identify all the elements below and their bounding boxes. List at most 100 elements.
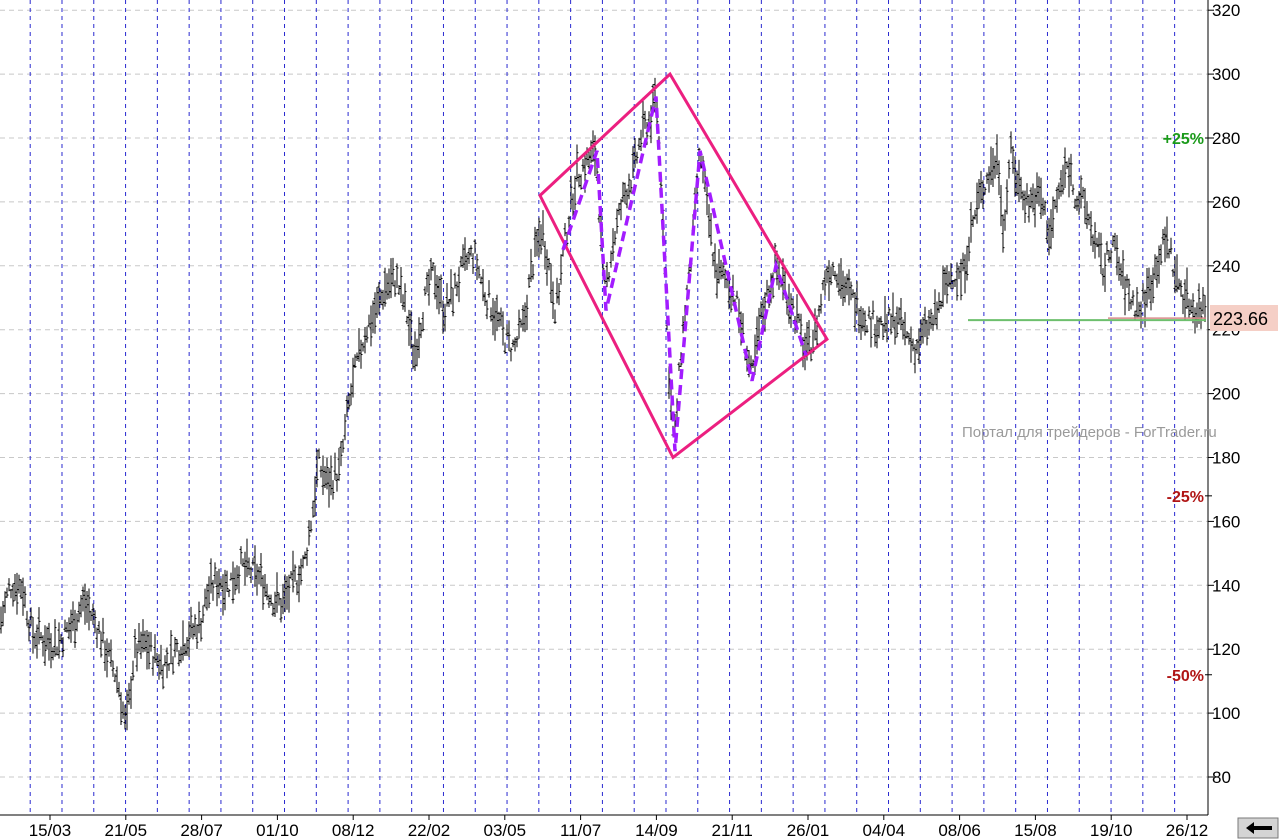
ohlc-bar [191, 623, 195, 640]
ohlc-bar [415, 338, 419, 367]
ohlc-bar [1155, 255, 1159, 288]
ohlc-bar [607, 272, 611, 282]
ohlc-bar [713, 243, 717, 279]
ohlc-bar [797, 313, 801, 323]
ohlc-bar [3, 591, 7, 614]
ohlc-bar [247, 557, 251, 576]
ohlc-bar [509, 347, 513, 362]
ohlc-bar [459, 256, 463, 268]
ohlc-bar [39, 632, 43, 641]
ohlc-bar [1075, 195, 1079, 211]
ohlc-bar [1013, 156, 1017, 197]
ohlc-bar [1163, 226, 1167, 263]
ohlc-bar [317, 448, 321, 459]
ohlc-bar [329, 455, 333, 496]
ohlc-bar [373, 292, 377, 334]
ohlc-bar [341, 438, 345, 453]
ohlc-bar [447, 298, 451, 308]
ohlc-bar [399, 266, 403, 304]
ohlc-bar [631, 146, 635, 179]
ohlc-bar [117, 681, 121, 698]
ohlc-bar [1089, 211, 1093, 246]
ohlc-bar [859, 306, 863, 341]
ohlc-bar [557, 282, 561, 306]
ohlc-bar [559, 254, 563, 285]
ohlc-bar [1037, 176, 1041, 207]
ohlc-bar [207, 576, 211, 609]
ohlc-bar [267, 594, 271, 609]
ohlc-bar [495, 294, 499, 332]
ohlc-bar [7, 578, 11, 592]
ohlc-bar [79, 595, 83, 618]
ohlc-bar [1185, 267, 1189, 309]
ohlc-bar [419, 322, 423, 339]
ohlc-bar [947, 271, 951, 288]
ohlc-bar [479, 276, 483, 285]
ohlc-bar [995, 134, 999, 176]
ohlc-bar [827, 260, 831, 302]
ohlc-bar [305, 547, 309, 566]
ohlc-bar [931, 314, 935, 331]
ohlc-bar [1157, 245, 1161, 284]
ohlc-bar [217, 568, 221, 599]
ohlc-bar [391, 257, 395, 287]
ohlc-bar [613, 231, 617, 246]
ohlc-bar [481, 269, 485, 302]
ohlc-bar [1055, 186, 1059, 213]
ohlc-bar [717, 249, 721, 284]
ohlc-bar [309, 520, 313, 533]
ohlc-bar [441, 300, 445, 334]
ohlc-bar [1003, 209, 1007, 231]
ohlc-bar [545, 249, 549, 286]
y-tick-label: 240 [1212, 257, 1240, 276]
ohlc-bar [213, 562, 217, 585]
ohlc-bar [201, 605, 205, 624]
ohlc-bar [5, 587, 9, 598]
ohlc-bar [1147, 267, 1151, 300]
ohlc-bar [29, 607, 33, 627]
ohlc-bar [141, 619, 145, 653]
ohlc-bar [935, 301, 939, 330]
ohlc-bar [639, 129, 643, 152]
ohlc-bar [515, 335, 519, 348]
ohlc-bar [1151, 267, 1155, 304]
ohlc-bar [221, 574, 225, 616]
ohlc-bar [1183, 279, 1187, 320]
ohlc-bar [825, 265, 829, 284]
ohlc-bar [847, 269, 851, 306]
ohlc-bar [1127, 278, 1131, 311]
ohlc-bar [919, 319, 923, 346]
ohlc-bar [469, 245, 473, 257]
ohlc-bar [1113, 232, 1117, 251]
ohlc-bar [569, 175, 573, 210]
y-tick-label: 140 [1212, 576, 1240, 595]
ohlc-bar [123, 704, 127, 730]
ohlc-bar [21, 577, 25, 616]
y-tick-label: 80 [1212, 768, 1231, 787]
ohlc-bar [41, 635, 45, 657]
ohlc-bar [807, 319, 811, 352]
ohlc-bar [735, 290, 739, 300]
ohlc-bar [1173, 256, 1177, 294]
ohlc-bar [1069, 153, 1073, 187]
ohlc-bar [395, 263, 399, 289]
ohlc-bar [1149, 275, 1153, 311]
ohlc-bar [877, 317, 881, 339]
ohlc-bar [315, 449, 319, 488]
ohlc-bar [223, 569, 227, 611]
scroll-left-button[interactable] [1237, 817, 1279, 839]
ohlc-bar [125, 689, 129, 731]
ohlc-bar [369, 305, 373, 347]
ohlc-bar [961, 252, 965, 272]
ohlc-bar [187, 621, 191, 658]
ohlc-bar [581, 158, 585, 172]
ohlc-bar [151, 655, 155, 676]
ohlc-bar [177, 650, 181, 667]
ohlc-bar [467, 248, 471, 265]
ohlc-bar [289, 571, 293, 579]
ohlc-bar [277, 592, 281, 606]
ohlc-bar [841, 270, 845, 306]
ohlc-bar [1061, 164, 1065, 195]
ohlc-bar [867, 306, 871, 319]
ohlc-bar [279, 598, 283, 623]
